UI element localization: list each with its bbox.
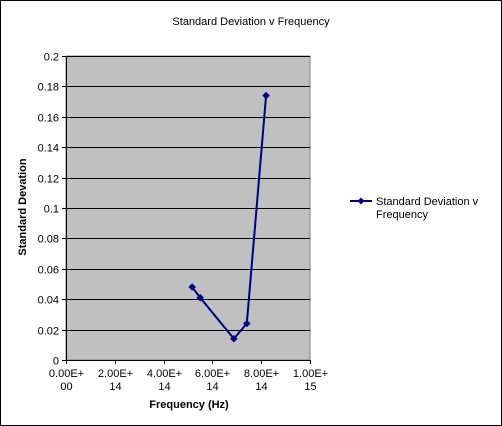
legend-label-line: Frequency	[376, 209, 428, 221]
y-axis-ticks: 0 0.02 0.04 0.06 0.08 0.1 0.12 0.14 0.16 0.18 0.2	[38, 52, 66, 368]
data-point	[230, 334, 238, 343]
x-tick-label: 6.00E+ 14	[195, 368, 230, 393]
x-tick-label-line2: 14	[109, 381, 121, 393]
x-tick-label: 8.00E+ 14	[244, 368, 279, 393]
y-axis-title: Standard Devation	[17, 158, 29, 255]
chart-title: Standard Deviation v Frequency	[172, 16, 330, 28]
x-tick-label: 2.00E+ 14	[98, 368, 133, 393]
y-tick-label: 0.2	[44, 52, 59, 64]
x-tick-label-line1: 4.00E+	[147, 368, 182, 380]
x-tick-label-line2: 14	[255, 381, 267, 393]
x-tick-label-line2: 15	[304, 381, 316, 393]
x-tick-label: 4.00E+ 14	[147, 368, 182, 393]
data-point	[262, 91, 270, 100]
x-tick-label-line1: 6.00E+	[195, 368, 230, 380]
x-tick-label: 0.00E+ 00	[49, 368, 84, 393]
y-tick-label: 0	[53, 356, 59, 368]
x-tick-label-line2: 14	[158, 381, 170, 393]
x-axis-ticks: 0.00E+ 002.00E+ 144.00E+ 146.00E+ 148.00E+ 14…	[49, 360, 328, 393]
y-tick-label: 0.1	[44, 204, 59, 216]
x-tick-label-line1: 1.00E+	[293, 368, 328, 380]
y-tick-label: 0.08	[38, 234, 59, 246]
x-tick-label-line2: 14	[206, 381, 218, 393]
y-tick-label: 0.18	[38, 82, 59, 94]
gridlines	[66, 56, 310, 361]
data-point	[196, 293, 205, 302]
legend: Standard Deviation v Frequency	[350, 196, 479, 221]
y-tick-label: 0.12	[38, 174, 59, 186]
series-plot	[188, 91, 270, 343]
y-tick-label: 0.02	[38, 326, 59, 338]
data-point	[188, 283, 197, 291]
y-tick-label: 0.04	[38, 295, 59, 307]
x-tick-label-line1: 0.00E+	[49, 368, 84, 380]
legend-marker-swatch	[357, 197, 365, 205]
x-tick-label-line1: 2.00E+	[98, 368, 133, 380]
y-tick-label: 0.06	[38, 265, 59, 277]
x-tick-label: 1.00E+ 15	[293, 368, 328, 393]
y-tick-label: 0.14	[38, 143, 59, 155]
x-tick-label-line1: 8.00E+	[244, 368, 279, 380]
legend-label-line: Standard Deviation v	[376, 196, 479, 208]
data-point	[242, 319, 251, 328]
y-tick-label: 0.16	[38, 113, 59, 125]
x-tick-label-line2: 00	[60, 381, 72, 393]
legend-label: Standard Deviation v Frequency	[376, 196, 479, 221]
x-axis-title: Frequency (Hz)	[149, 399, 229, 411]
